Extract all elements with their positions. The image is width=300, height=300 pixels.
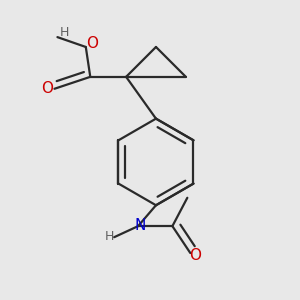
Text: O: O	[189, 248, 201, 262]
Text: O: O	[41, 81, 53, 96]
Text: H: H	[105, 230, 114, 243]
Text: H: H	[60, 26, 70, 38]
Text: N: N	[135, 218, 146, 233]
Text: O: O	[86, 36, 98, 51]
